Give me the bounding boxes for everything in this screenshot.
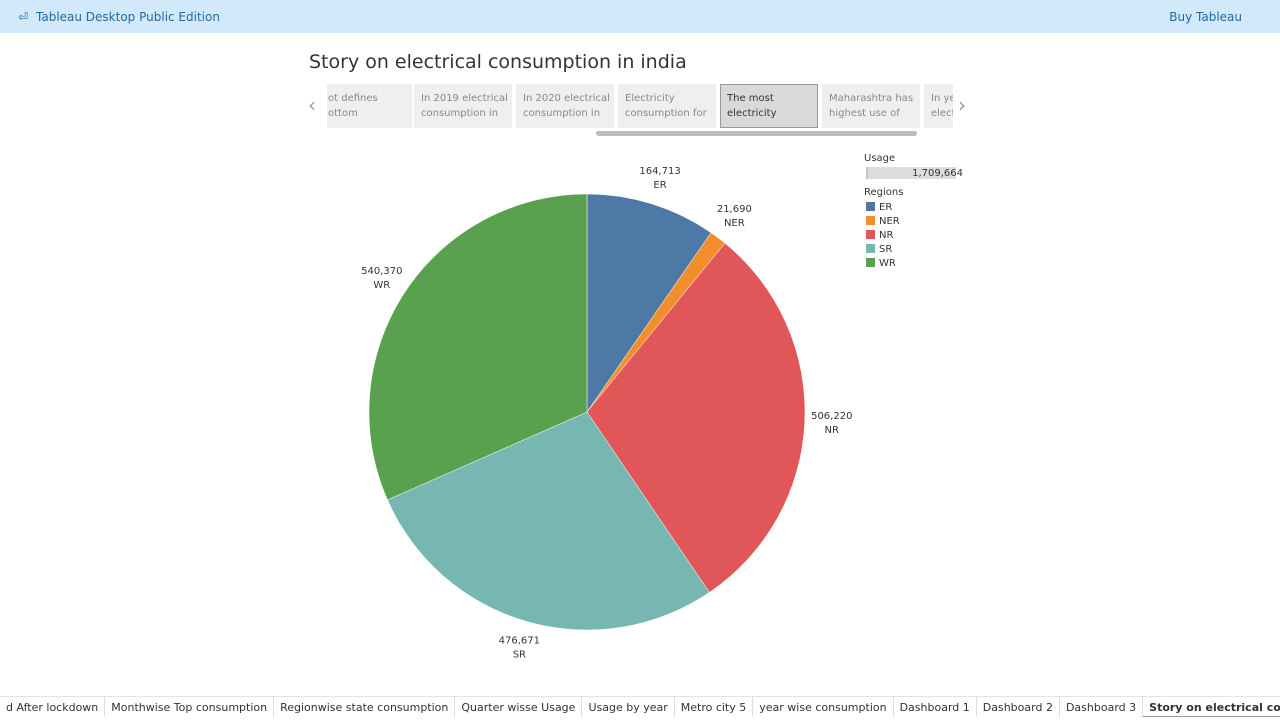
legend-label: NER	[879, 216, 900, 227]
story-point-text: Electricity	[625, 93, 675, 104]
pie-slice	[586, 242, 806, 593]
story-point-text: ottom	[328, 108, 358, 119]
story-point-text: In yea	[931, 93, 953, 104]
app-icon: ⏎	[18, 10, 29, 24]
legend-label: SR	[879, 244, 892, 255]
legend-swatch	[866, 202, 875, 211]
size-legend-bar	[866, 167, 956, 179]
story-point-text: Maharashtra has	[829, 93, 914, 104]
size-legend-title: Usage	[864, 153, 895, 164]
slice-category-label: WR	[373, 280, 390, 291]
sheet-tab[interactable]: Dashboard 1	[894, 697, 977, 717]
legend-swatch	[866, 230, 875, 239]
slice-value-label: 476,671	[499, 635, 540, 646]
story-point[interactable]: In 2019 electrical consumption in	[414, 84, 512, 128]
pie-slice	[387, 411, 710, 631]
chart: 164,713 ER 21,690 NER 506,220 NR 476,671 SR 540,…	[361, 153, 963, 660]
story-point-text: highest use of	[829, 108, 900, 119]
sheet-tab[interactable]: year wise consumption	[753, 697, 894, 717]
legend-label: NR	[879, 230, 893, 241]
story-point-text: In 2019 electrical	[421, 93, 508, 104]
top-bar: ⏎ Tableau Desktop Public Edition Buy Tab…	[0, 0, 1280, 33]
size-legend-label: 1,709,664	[912, 168, 963, 179]
slice-value-label: 540,370	[361, 266, 402, 277]
legend-swatch	[866, 244, 875, 253]
sheet-tab[interactable]: d After lockdown	[0, 697, 106, 717]
app-name: Tableau Desktop Public Edition	[36, 10, 220, 24]
sheet-tab[interactable]: Story on electrical consump...	[1143, 697, 1280, 717]
next-arrow[interactable]: ›	[958, 93, 966, 117]
story-point-text: electr	[931, 108, 953, 119]
story-point[interactable]: ot defines ottom	[327, 84, 412, 128]
sheet-tab[interactable]: Dashboard 2	[977, 697, 1060, 717]
story-point[interactable]: The most electricity	[720, 84, 818, 128]
story-points: ot defines ottom In 2019 electrical consump…	[327, 84, 953, 130]
slice-value-label: 21,690	[717, 204, 752, 215]
pie-slice	[586, 193, 712, 413]
slice-category-label: NER	[724, 218, 745, 229]
story-point-text: ot defines	[328, 93, 378, 104]
prev-arrow[interactable]: ‹	[308, 93, 316, 117]
story-point-text: consumption in	[421, 108, 499, 119]
story-point[interactable]: In 2020 electrical consumption in	[516, 84, 614, 128]
story-point[interactable]: Electricity consumption for	[618, 84, 716, 128]
slice-value-label: 164,713	[639, 166, 680, 177]
sheet-tab[interactable]: Quarter wisse Usage	[455, 697, 583, 717]
sheet-tab[interactable]: Usage by year	[582, 697, 675, 717]
legend-title: Regions	[864, 187, 903, 198]
story-title: Story on electrical consumption in india	[309, 51, 687, 73]
legend-swatch	[866, 258, 875, 267]
slice-category-label: NR	[825, 425, 839, 436]
sheet-tab[interactable]: Monthwise Top consumption	[105, 697, 275, 717]
slice-value-label: 506,220	[811, 411, 852, 422]
buy-link[interactable]: Buy Tableau	[1169, 10, 1242, 24]
story-point[interactable]: In yea electr	[924, 84, 953, 128]
story-point[interactable]: Maharashtra has highest use of	[822, 84, 920, 128]
story-point-text: consumption in	[523, 108, 601, 119]
pie-slice	[368, 193, 588, 501]
legend-label: WR	[879, 258, 896, 269]
legend-label: ER	[879, 202, 892, 213]
story-point-text: consumption for	[625, 108, 707, 119]
story-point-text: The most	[727, 93, 774, 104]
sheet-tabs: d After lockdown Monthwise Top consumptio…	[0, 696, 1280, 721]
sheet-tab[interactable]: Metro city 5	[675, 697, 754, 717]
sheet-tab[interactable]: Regionwise state consumption	[274, 697, 456, 717]
sheet-tab[interactable]: Dashboard 3	[1060, 697, 1144, 717]
story-point-text: electricity	[727, 108, 777, 119]
scrollbar[interactable]	[596, 131, 917, 136]
legend-swatch	[866, 216, 875, 225]
slice-category-label: ER	[653, 180, 666, 191]
story-point-text: In 2020 electrical	[523, 93, 610, 104]
slice-category-label: SR	[513, 649, 526, 660]
